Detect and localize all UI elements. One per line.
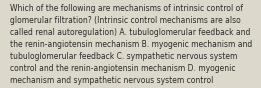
Text: called renal autoregulation) A. tubuloglomerular feedback and: called renal autoregulation) A. tubulogl… bbox=[10, 28, 251, 37]
Text: mechanism and sympathetic nervous system control: mechanism and sympathetic nervous system… bbox=[10, 76, 214, 85]
Text: glomerular filtration? (Intrinsic control mechanisms are also: glomerular filtration? (Intrinsic contro… bbox=[10, 16, 241, 25]
Text: control and the renin-angiotensin mechanism D. myogenic: control and the renin-angiotensin mechan… bbox=[10, 64, 236, 73]
Text: Which of the following are mechanisms of intrinsic control of: Which of the following are mechanisms of… bbox=[10, 4, 244, 13]
Text: the renin-angiotensin mechanism B. myogenic mechanism and: the renin-angiotensin mechanism B. myoge… bbox=[10, 40, 253, 49]
Text: tubuloglomerular feedback C. sympathetic nervous system: tubuloglomerular feedback C. sympathetic… bbox=[10, 52, 238, 61]
